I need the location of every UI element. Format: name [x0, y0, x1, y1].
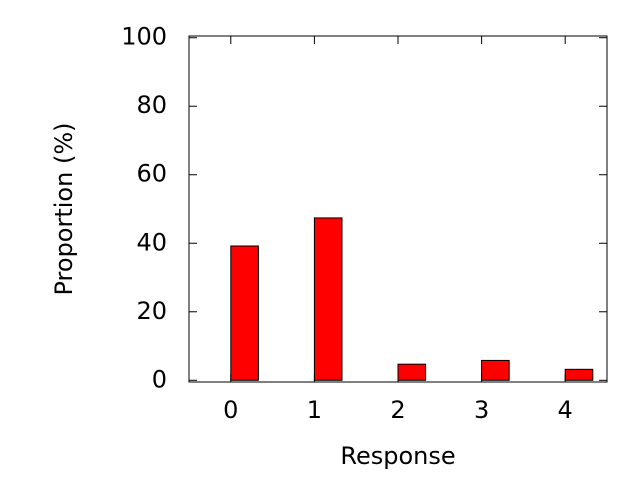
y-tick-label: 60	[136, 160, 167, 188]
y-tick-label: 40	[136, 228, 167, 256]
bar	[397, 363, 427, 381]
x-axis-label: Response	[340, 442, 455, 470]
bar	[313, 217, 343, 381]
x-tick-label: 0	[223, 396, 238, 424]
y-tick-label: 80	[136, 91, 167, 119]
y-tick-label: 20	[136, 297, 167, 325]
y-tick-label: 0	[152, 365, 167, 393]
bar	[564, 368, 594, 381]
x-tick-label: 2	[390, 396, 405, 424]
y-tick-label: 100	[121, 23, 167, 51]
bar	[230, 245, 259, 381]
x-tick-label: 1	[307, 396, 322, 424]
y-axis-label: Proportion (%)	[50, 123, 78, 296]
x-tick-label: 4	[558, 396, 573, 424]
bar	[481, 359, 510, 381]
x-tick-label: 3	[474, 396, 489, 424]
